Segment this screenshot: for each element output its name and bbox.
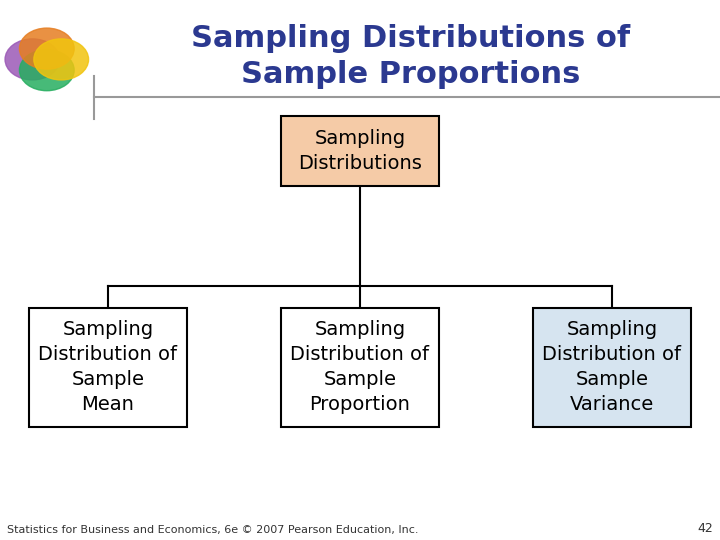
FancyBboxPatch shape xyxy=(533,308,691,427)
Text: Sampling Distributions of
Sample Proportions: Sampling Distributions of Sample Proport… xyxy=(191,24,630,89)
Text: Sampling
Distributions: Sampling Distributions xyxy=(298,129,422,173)
FancyBboxPatch shape xyxy=(29,308,187,427)
FancyBboxPatch shape xyxy=(281,116,439,186)
Circle shape xyxy=(34,39,89,80)
Circle shape xyxy=(19,50,74,91)
Text: Statistics for Business and Economics, 6e © 2007 Pearson Education, Inc.: Statistics for Business and Economics, 6… xyxy=(7,524,419,535)
Circle shape xyxy=(5,39,60,80)
Circle shape xyxy=(19,28,74,69)
Text: Sampling
Distribution of
Sample
Mean: Sampling Distribution of Sample Mean xyxy=(38,320,178,414)
Text: 42: 42 xyxy=(697,522,713,535)
FancyBboxPatch shape xyxy=(281,308,439,427)
Text: Sampling
Distribution of
Sample
Variance: Sampling Distribution of Sample Variance xyxy=(542,320,682,414)
Text: Sampling
Distribution of
Sample
Proportion: Sampling Distribution of Sample Proporti… xyxy=(290,320,430,414)
